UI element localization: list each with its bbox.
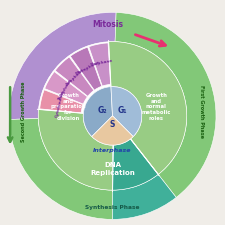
Text: DNA
Replication: DNA Replication [90, 162, 135, 176]
Text: Growth
and
normal
metabolic
roles: Growth and normal metabolic roles [142, 93, 171, 121]
Wedge shape [111, 87, 142, 137]
Wedge shape [89, 43, 110, 86]
Text: Second Growth Phase: Second Growth Phase [21, 81, 26, 142]
Text: Anaphase: Anaphase [65, 67, 85, 87]
Wedge shape [55, 57, 94, 96]
Wedge shape [40, 90, 83, 113]
Wedge shape [83, 87, 112, 137]
Wedge shape [9, 119, 112, 219]
Wedge shape [38, 109, 112, 190]
Wedge shape [112, 139, 158, 190]
Text: Interphase: Interphase [93, 148, 132, 153]
Text: Growth
and
preparation
for
division: Growth and preparation for division [51, 93, 86, 121]
Wedge shape [109, 42, 187, 174]
Wedge shape [115, 12, 216, 197]
Text: Mitosis: Mitosis [92, 20, 124, 29]
Wedge shape [45, 72, 88, 104]
Text: Cytokinesis: Cytokinesis [55, 89, 65, 118]
Wedge shape [112, 174, 176, 219]
Text: Prophase: Prophase [90, 59, 114, 67]
Text: First Growth Phase: First Growth Phase [199, 85, 204, 138]
Text: G₂: G₂ [98, 106, 107, 115]
Text: Telophase: Telophase [58, 77, 73, 101]
Text: S: S [110, 120, 115, 129]
Wedge shape [9, 12, 116, 119]
Text: G₁: G₁ [118, 106, 127, 115]
Text: Synthesis Phase: Synthesis Phase [85, 205, 140, 210]
Wedge shape [70, 47, 102, 90]
Wedge shape [92, 116, 133, 145]
Circle shape [38, 42, 187, 190]
Text: Metaphase: Metaphase [74, 60, 101, 76]
Circle shape [83, 87, 142, 145]
